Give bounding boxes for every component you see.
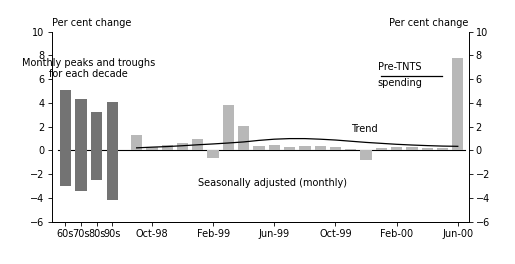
- Bar: [107, 150, 118, 200]
- Text: Per cent change: Per cent change: [52, 18, 131, 28]
- Text: spending: spending: [378, 78, 423, 88]
- Text: Monthly peaks and troughs
for each decade: Monthly peaks and troughs for each decad…: [22, 58, 156, 79]
- Bar: [146, 147, 158, 150]
- Bar: [315, 146, 326, 150]
- Bar: [75, 150, 87, 191]
- Bar: [345, 149, 356, 150]
- Text: Pre-TNTS: Pre-TNTS: [378, 62, 421, 72]
- Bar: [131, 135, 142, 150]
- Text: Seasonally adjusted (monthly): Seasonally adjusted (monthly): [198, 178, 347, 188]
- Bar: [177, 143, 188, 150]
- Bar: [208, 150, 219, 158]
- Bar: [107, 102, 118, 150]
- Bar: [253, 146, 265, 150]
- Bar: [91, 112, 102, 150]
- Bar: [406, 147, 418, 150]
- Bar: [391, 147, 402, 150]
- Bar: [91, 150, 102, 180]
- Text: Trend: Trend: [351, 124, 377, 134]
- Bar: [452, 58, 464, 150]
- Bar: [60, 90, 71, 150]
- Bar: [437, 148, 448, 150]
- Text: Per cent change: Per cent change: [389, 18, 469, 28]
- Bar: [192, 139, 203, 150]
- Bar: [422, 148, 433, 150]
- Bar: [162, 144, 173, 150]
- Bar: [238, 125, 249, 150]
- Bar: [299, 146, 311, 150]
- Bar: [269, 144, 280, 150]
- Bar: [360, 150, 372, 160]
- Bar: [284, 147, 295, 150]
- Bar: [75, 99, 87, 150]
- Bar: [60, 150, 71, 186]
- Bar: [223, 105, 234, 150]
- Bar: [330, 147, 341, 150]
- Bar: [375, 148, 387, 150]
